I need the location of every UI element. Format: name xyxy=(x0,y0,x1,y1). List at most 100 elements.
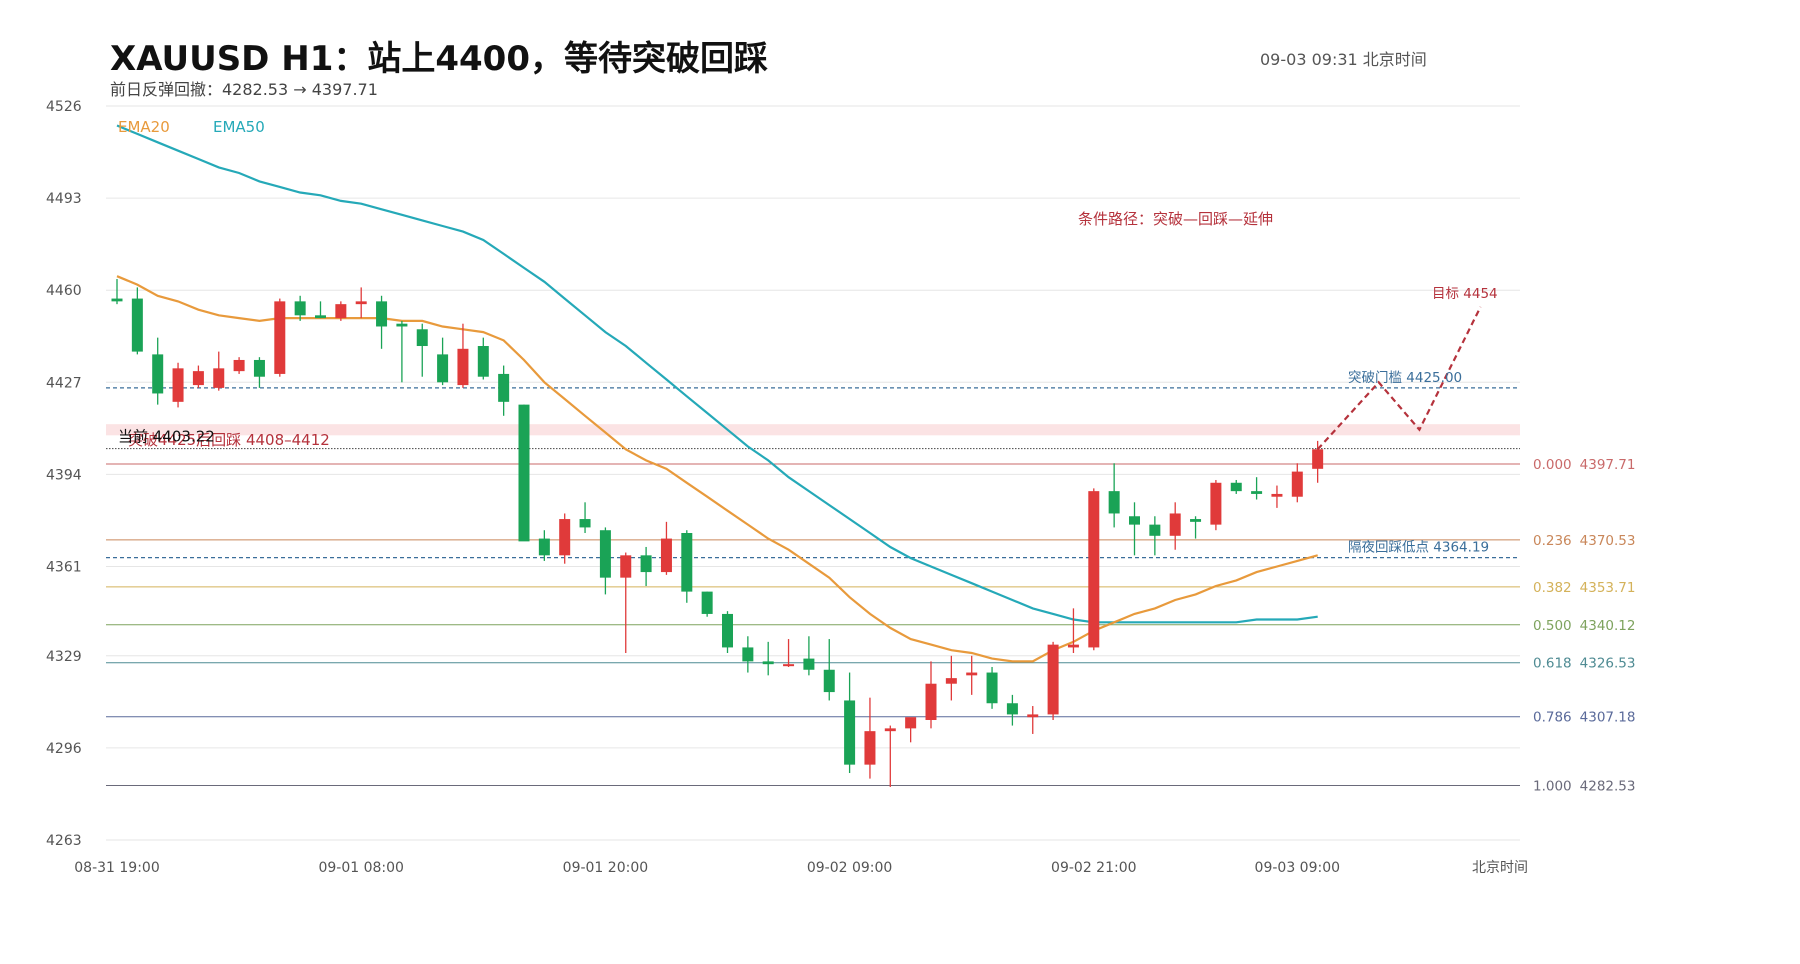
candle-body xyxy=(620,555,632,578)
candle-body xyxy=(437,354,449,383)
grid-layer: 4526 4493 4460 4427 4394 4361 4329 4296 4263 08-3… xyxy=(46,99,1528,876)
candle-up xyxy=(559,513,571,564)
candle-body xyxy=(1088,491,1100,648)
candle-body xyxy=(640,555,652,573)
candle-down xyxy=(396,320,408,383)
retest-zone-band xyxy=(106,424,1520,436)
candle-up xyxy=(925,661,937,729)
x-tick-label: 09-02 21:00 xyxy=(1051,860,1136,876)
candle-body xyxy=(579,519,591,528)
candle-up xyxy=(1291,463,1303,503)
candle-body xyxy=(1006,703,1018,715)
candle-body xyxy=(376,301,388,327)
candle-body xyxy=(864,731,876,765)
x-tick-label: 08-31 19:00 xyxy=(74,860,159,876)
fib-ratio: 0.500 xyxy=(1533,618,1572,634)
candle-down xyxy=(722,611,733,654)
candle-body xyxy=(1251,491,1263,494)
candle-body xyxy=(681,533,693,592)
candle-up xyxy=(1047,641,1059,720)
candle-down xyxy=(111,279,123,305)
fib-label: 1.000 4282.53 xyxy=(1533,778,1635,794)
candle-body xyxy=(945,678,957,684)
candle-body xyxy=(925,683,937,720)
candle-up xyxy=(355,287,367,319)
candle-down xyxy=(1190,516,1202,539)
candle-body xyxy=(1027,714,1039,718)
candle-body xyxy=(1047,644,1059,715)
fib-price: 4340.12 xyxy=(1580,618,1636,634)
candle-up xyxy=(864,697,876,779)
candles-layer xyxy=(111,279,1324,787)
current-price-label: 当前 4403.22 xyxy=(118,428,215,446)
candle-body xyxy=(416,329,428,347)
candle-body xyxy=(192,371,204,386)
candle-body xyxy=(457,348,469,386)
candle-body xyxy=(783,664,795,667)
candle-up xyxy=(905,717,917,743)
fib-label: 0.500 4340.12 xyxy=(1533,618,1635,634)
fib-price: 4307.18 xyxy=(1580,710,1636,726)
candle-up xyxy=(660,521,672,575)
chart-title: XAUUSD H1：站上4400，等待突破回踩 xyxy=(110,39,768,79)
candle-body xyxy=(1149,524,1161,536)
overnight-low-label: 隔夜回踩低点 4364.19 xyxy=(1348,540,1489,556)
chart-timestamp: 09-03 09:31 北京时间 xyxy=(1260,50,1427,69)
fib-label: 0.000 4397.71 xyxy=(1533,457,1635,473)
candle-body xyxy=(131,298,143,352)
candle-body xyxy=(538,538,550,556)
x-axis-suffix: 北京时间 xyxy=(1472,860,1528,876)
candle-down xyxy=(844,672,856,774)
candle-body xyxy=(762,661,774,665)
candle-down xyxy=(477,337,489,380)
candle-up xyxy=(783,639,795,667)
target-label: 目标 4454 xyxy=(1432,286,1498,302)
candle-body xyxy=(884,728,896,732)
candle-up xyxy=(457,323,469,388)
ema-layer xyxy=(116,124,1318,663)
candle-down xyxy=(986,666,998,709)
candle-body xyxy=(1108,491,1120,514)
fib-price: 4370.53 xyxy=(1580,533,1636,549)
candle-up xyxy=(966,655,978,695)
candle-down xyxy=(253,357,265,388)
fib-price: 4326.53 xyxy=(1580,656,1636,672)
candle-up xyxy=(1271,485,1283,508)
candle-body xyxy=(1190,519,1202,522)
candle-body xyxy=(559,519,571,556)
candle-body xyxy=(477,346,489,377)
candle-body xyxy=(253,359,265,377)
x-tick-label: 09-01 20:00 xyxy=(563,860,648,876)
candle-up xyxy=(1312,440,1324,483)
candle-up xyxy=(620,552,632,654)
candle-down xyxy=(294,295,306,321)
candle-down xyxy=(1230,479,1242,494)
x-tick-label: 09-02 09:00 xyxy=(807,860,892,876)
candle-down xyxy=(152,337,164,405)
candle-down xyxy=(518,404,530,542)
candle-down xyxy=(538,530,550,561)
candle-body xyxy=(172,368,184,402)
candle-up xyxy=(884,725,896,787)
legend-ema50: EMA50 xyxy=(213,118,265,136)
candle-body xyxy=(844,700,856,765)
candle-body xyxy=(498,373,510,402)
candle-down xyxy=(640,546,652,587)
candle-down xyxy=(1006,694,1018,726)
fib-label: 0.382 4353.71 xyxy=(1533,580,1635,596)
candle-up xyxy=(945,655,957,701)
candle-body xyxy=(1169,513,1181,536)
candle-body xyxy=(1312,449,1324,469)
candle-up xyxy=(192,365,204,388)
candle-body xyxy=(803,658,815,670)
ema20-line xyxy=(116,275,1318,663)
candle-body xyxy=(966,672,978,676)
candle-down xyxy=(416,323,428,377)
candle-up xyxy=(172,362,184,408)
candle-body xyxy=(396,323,408,327)
candle-body xyxy=(233,359,245,372)
candle-down xyxy=(1149,516,1161,556)
breakout-threshold-label: 突破门槛 4425.00 xyxy=(1348,370,1462,386)
ema50-line xyxy=(116,124,1318,624)
